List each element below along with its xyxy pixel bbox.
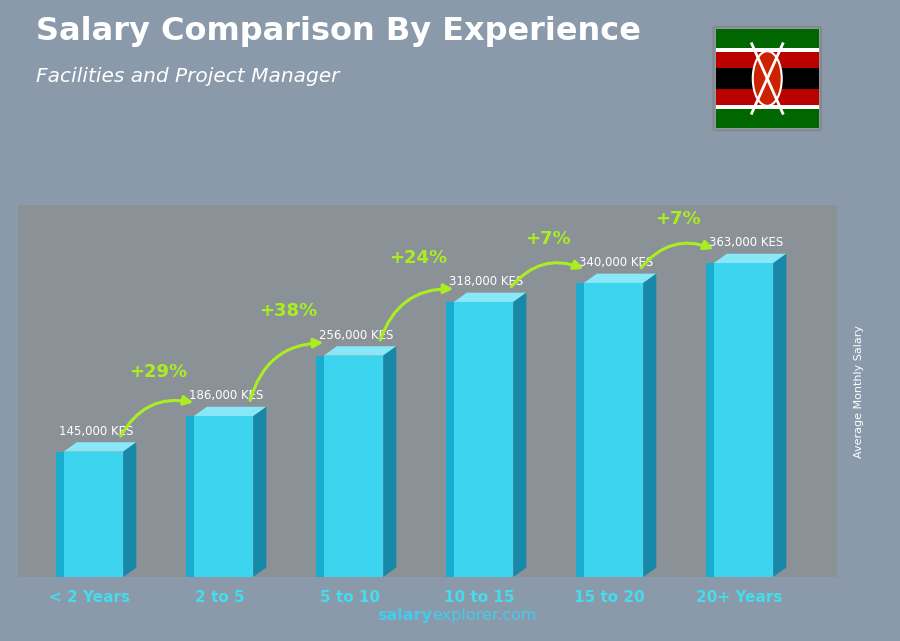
- Polygon shape: [383, 346, 396, 577]
- Text: explorer.com: explorer.com: [432, 608, 536, 623]
- Text: 318,000 KES: 318,000 KES: [449, 275, 523, 288]
- Polygon shape: [123, 442, 136, 577]
- Polygon shape: [773, 254, 787, 577]
- Text: +24%: +24%: [390, 249, 447, 267]
- Text: +38%: +38%: [259, 303, 318, 320]
- Polygon shape: [454, 293, 526, 302]
- Bar: [584, 283, 644, 577]
- Text: 145,000 KES: 145,000 KES: [58, 425, 133, 438]
- Polygon shape: [64, 442, 136, 451]
- Text: Average Monthly Salary: Average Monthly Salary: [854, 324, 865, 458]
- Polygon shape: [194, 407, 266, 416]
- Bar: [714, 263, 773, 577]
- Polygon shape: [584, 274, 656, 283]
- Ellipse shape: [752, 51, 782, 106]
- Bar: [716, 48, 819, 52]
- Bar: [194, 416, 253, 577]
- Bar: [64, 451, 123, 577]
- Bar: [446, 302, 454, 577]
- Polygon shape: [644, 274, 656, 577]
- Bar: [324, 356, 383, 577]
- Bar: [316, 356, 324, 577]
- Text: 340,000 KES: 340,000 KES: [579, 256, 653, 269]
- Bar: [716, 52, 819, 67]
- Text: Salary Comparison By Experience: Salary Comparison By Experience: [36, 16, 641, 47]
- Text: 256,000 KES: 256,000 KES: [319, 329, 393, 342]
- Bar: [56, 451, 64, 577]
- Bar: [716, 90, 819, 105]
- Polygon shape: [253, 407, 266, 577]
- Bar: [716, 29, 819, 48]
- Text: 363,000 KES: 363,000 KES: [709, 237, 783, 249]
- Text: +29%: +29%: [130, 363, 187, 381]
- Bar: [454, 302, 513, 577]
- Text: Facilities and Project Manager: Facilities and Project Manager: [36, 67, 339, 87]
- Bar: [716, 109, 819, 128]
- Bar: [706, 263, 714, 577]
- Text: +7%: +7%: [526, 229, 572, 247]
- Bar: [716, 67, 819, 90]
- Text: 186,000 KES: 186,000 KES: [189, 389, 263, 403]
- Bar: [716, 105, 819, 109]
- Bar: [185, 416, 193, 577]
- Polygon shape: [324, 346, 396, 356]
- Polygon shape: [714, 254, 787, 263]
- Polygon shape: [513, 293, 526, 577]
- Text: +7%: +7%: [655, 210, 701, 228]
- Text: salary: salary: [377, 608, 432, 623]
- Bar: [576, 283, 584, 577]
